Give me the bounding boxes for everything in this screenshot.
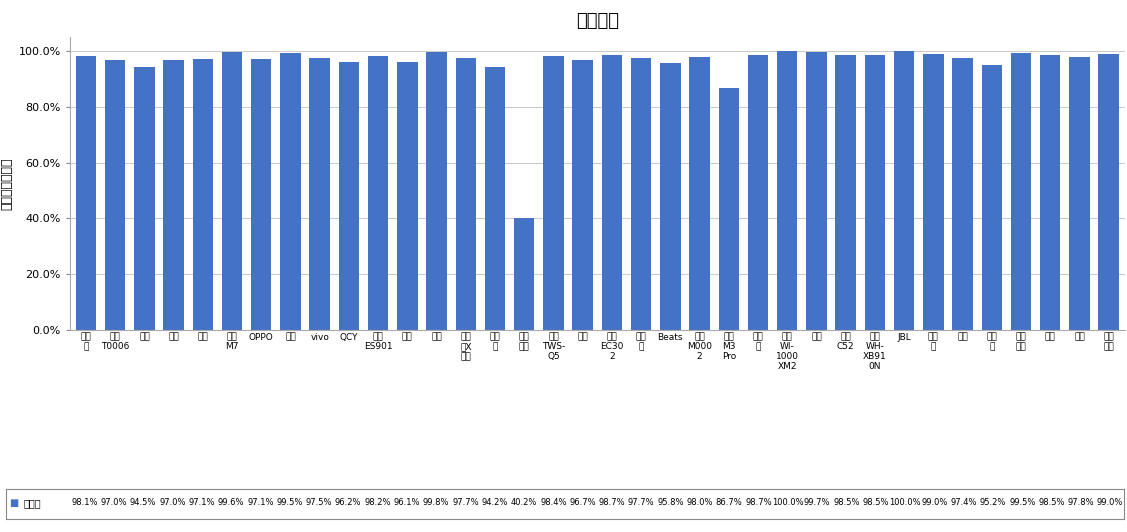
Text: 97.8%: 97.8%: [1067, 498, 1094, 507]
Text: 98.5%: 98.5%: [862, 498, 889, 507]
Text: 40.2%: 40.2%: [511, 498, 538, 507]
Text: 97.1%: 97.1%: [247, 498, 274, 507]
Text: 98.5%: 98.5%: [833, 498, 860, 507]
Bar: [514, 218, 534, 330]
Bar: [923, 54, 943, 330]
Text: 99.5%: 99.5%: [276, 498, 303, 507]
Text: 94.5%: 94.5%: [130, 498, 157, 507]
Bar: [163, 60, 184, 330]
Bar: [1099, 54, 1119, 330]
Text: 95.2%: 95.2%: [979, 498, 1006, 507]
Bar: [602, 55, 622, 330]
Text: ■: ■: [9, 498, 18, 508]
Bar: [251, 59, 272, 330]
Bar: [105, 60, 125, 330]
Bar: [134, 66, 154, 330]
Text: 86.7%: 86.7%: [716, 498, 743, 507]
Text: 98.7%: 98.7%: [745, 498, 772, 507]
Text: 96.7%: 96.7%: [569, 498, 596, 507]
Bar: [76, 56, 96, 330]
Text: 正确率: 正确率: [24, 498, 42, 508]
Text: 97.0%: 97.0%: [159, 498, 186, 507]
Text: 99.0%: 99.0%: [921, 498, 948, 507]
Text: 99.8%: 99.8%: [423, 498, 450, 507]
Bar: [485, 68, 505, 330]
Text: 98.4%: 98.4%: [540, 498, 567, 507]
Title: 通话降噪: 通话降噪: [576, 12, 619, 30]
Bar: [310, 58, 330, 330]
Bar: [894, 51, 914, 330]
Text: 96.2%: 96.2%: [335, 498, 362, 507]
Bar: [1040, 55, 1061, 330]
Text: 98.0%: 98.0%: [686, 498, 713, 507]
Text: 97.1%: 97.1%: [188, 498, 215, 507]
Bar: [455, 57, 476, 330]
Text: 99.6%: 99.6%: [218, 498, 245, 507]
Bar: [864, 55, 885, 330]
Bar: [690, 57, 710, 330]
Text: 95.8%: 95.8%: [657, 498, 684, 507]
Bar: [777, 51, 798, 330]
Bar: [806, 52, 827, 330]
Bar: [835, 55, 855, 330]
Text: 100.0%: 100.0%: [889, 498, 921, 507]
Bar: [952, 59, 973, 330]
Text: 97.0%: 97.0%: [100, 498, 127, 507]
Bar: [193, 59, 213, 330]
Text: 96.1%: 96.1%: [393, 498, 420, 507]
Bar: [281, 53, 301, 330]
Text: 99.7%: 99.7%: [804, 498, 831, 507]
Bar: [660, 63, 681, 330]
Bar: [719, 88, 739, 330]
Bar: [543, 56, 564, 330]
Text: 100.0%: 100.0%: [772, 498, 804, 507]
Text: 98.1%: 98.1%: [71, 498, 98, 507]
Text: 94.2%: 94.2%: [481, 498, 508, 507]
Text: 99.5%: 99.5%: [1009, 498, 1036, 507]
Text: 98.5%: 98.5%: [1038, 498, 1065, 507]
Bar: [631, 57, 651, 330]
Bar: [748, 55, 769, 330]
Bar: [573, 60, 593, 330]
Text: 97.5%: 97.5%: [305, 498, 332, 507]
Bar: [1011, 53, 1031, 330]
Text: 97.7%: 97.7%: [628, 498, 655, 507]
Bar: [339, 62, 360, 330]
Text: 98.7%: 98.7%: [598, 498, 625, 507]
Text: 97.7%: 97.7%: [452, 498, 479, 507]
Text: 97.4%: 97.4%: [950, 498, 977, 507]
Y-axis label: 主观测试正确率: 主观测试正确率: [0, 157, 14, 210]
Text: 99.0%: 99.0%: [1097, 498, 1124, 507]
Bar: [222, 52, 242, 330]
Bar: [367, 56, 389, 330]
Text: 98.2%: 98.2%: [364, 498, 391, 507]
Bar: [982, 64, 1002, 330]
Bar: [397, 62, 418, 330]
Bar: [1070, 57, 1090, 330]
Bar: [426, 52, 446, 330]
